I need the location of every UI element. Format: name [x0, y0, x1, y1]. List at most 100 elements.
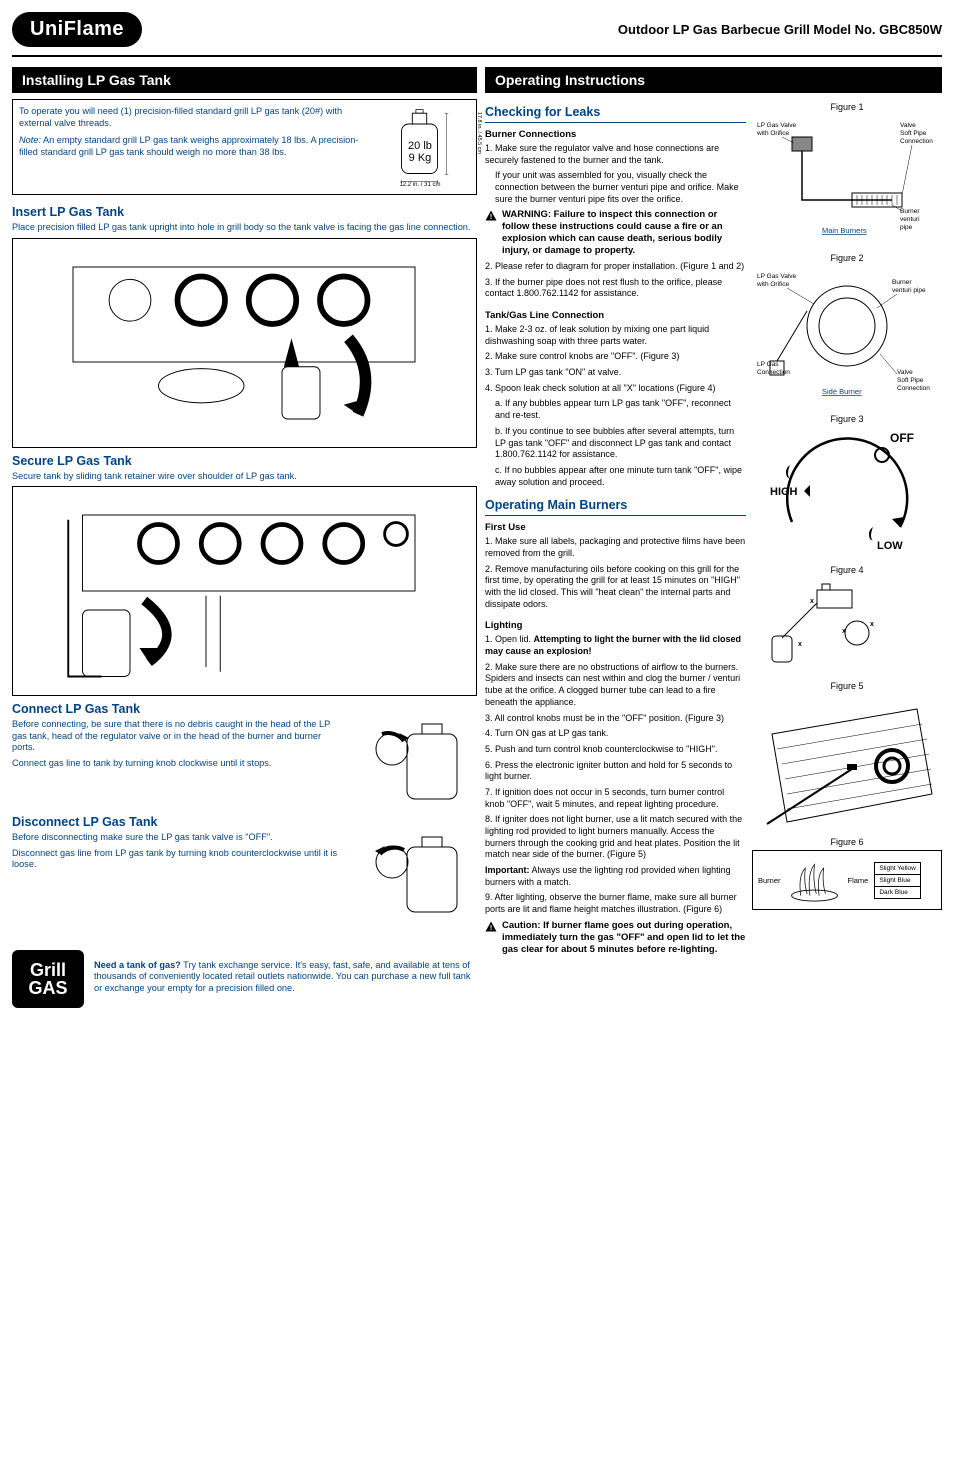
b3: 3. If the burner pipe does not rest flus…: [485, 277, 746, 300]
f6-flame-label: Flame: [848, 876, 869, 885]
f6-slight-blue: Slight Blue: [875, 875, 920, 887]
f2: 2. Remove manufacturing oils before cook…: [485, 564, 746, 611]
disconnect-illustration: [347, 832, 477, 922]
svg-text:Valve: Valve: [897, 369, 913, 376]
section-installing-title: Installing LP Gas Tank: [12, 67, 477, 93]
svg-text:Soft Pipe: Soft Pipe: [897, 377, 924, 384]
figure-3: OFF HIGH LOW: [752, 427, 942, 557]
connect-title: Connect LP Gas Tank: [12, 702, 477, 716]
intro-box: To operate you will need (1) precision-f…: [12, 99, 477, 195]
connect-illustration: [347, 719, 477, 809]
disconnect-p1: Before disconnecting make sure the LP ga…: [12, 832, 339, 844]
tank-diagram: 20 lb 9 Kg 12.2 in. / 31 cm 17.8 in. / 4…: [370, 106, 470, 188]
f1: 1. Make sure all labels, packaging and p…: [485, 536, 746, 559]
tank-connection-head: Tank/Gas Line Connection: [485, 310, 746, 321]
l8: 8. If igniter does not light burner, use…: [485, 814, 746, 861]
svg-text:Connection: Connection: [757, 369, 790, 376]
secure-title: Secure LP Gas Tank: [12, 454, 477, 468]
l2: 2. Make sure there are no obstructions o…: [485, 662, 746, 709]
warning-icon: !: [485, 921, 497, 932]
divider: [12, 55, 942, 57]
fig6-caption: Figure 6: [752, 837, 942, 847]
fig1-caption: Figure 1: [752, 102, 942, 112]
intro-p1: To operate you will need (1) precision-f…: [19, 106, 362, 129]
burner-connections-head: Burner Connections: [485, 129, 746, 140]
header: UniFlame Outdoor LP Gas Barbecue Grill M…: [12, 12, 942, 47]
f6-dark-blue: Dark Blue: [875, 887, 920, 898]
l4: 4. Turn ON gas at LP gas tank.: [485, 728, 746, 740]
checking-title: Checking for Leaks: [485, 105, 746, 119]
fig2-caption: Figure 2: [752, 253, 942, 263]
tank-weight-lb: 20 lb: [370, 140, 470, 152]
grillgas-logo: GrillGAS: [12, 950, 84, 1008]
svg-text:Connection: Connection: [897, 385, 930, 392]
svg-text:with Orifice: with Orifice: [756, 281, 790, 288]
f6-legend: Slight Yellow Slight Blue Dark Blue: [874, 862, 921, 899]
insert-illustration: [12, 238, 477, 448]
t3: 3. Turn LP gas tank "ON" at valve.: [485, 367, 746, 379]
imp-bold: Important:: [485, 865, 530, 875]
figure-5: [752, 694, 942, 829]
operating-main-title: Operating Main Burners: [485, 498, 746, 512]
svg-text:Side Burner: Side Burner: [822, 387, 862, 396]
secure-illustration: [12, 486, 477, 696]
t1: 1. Make 2-3 oz. of leak solution by mixi…: [485, 324, 746, 347]
l1a: 1. Open lid.: [485, 634, 534, 644]
figure-1: LP Gas Valve with Orifice Valve Soft Pip…: [752, 115, 942, 245]
svg-text:x: x: [870, 621, 874, 628]
tank-weight-kg: 9 Kg: [370, 152, 470, 164]
t4a: a. If any bubbles appear turn LP gas tan…: [485, 398, 746, 421]
connect-p2: Connect gas line to tank by turning knob…: [12, 758, 339, 770]
l9: 9. After lighting, observe the burner fl…: [485, 892, 746, 915]
secure-text: Secure tank by sliding tank retainer wir…: [12, 471, 477, 483]
first-use-head: First Use: [485, 522, 746, 533]
grillgas-promo: GrillGAS Need a tank of gas? Try tank ex…: [12, 950, 477, 1008]
svg-text:x: x: [810, 598, 814, 605]
f6-slight-yellow: Slight Yellow: [875, 863, 920, 875]
b1: 1. Make sure the regulator valve and hos…: [485, 143, 746, 166]
disconnect-title: Disconnect LP Gas Tank: [12, 815, 477, 829]
svg-text:with Orifice: with Orifice: [756, 130, 790, 137]
caution-flame: ! Caution: If burner flame goes out duri…: [485, 920, 746, 956]
promo-bold: Need a tank of gas?: [94, 960, 181, 970]
svg-text:Connection: Connection: [900, 138, 933, 145]
tank-height: 17.8 in. / 45.5 cm: [476, 112, 482, 154]
svg-text:x: x: [798, 641, 802, 648]
svg-text:x: x: [842, 628, 846, 635]
b2: 2. Please refer to diagram for proper in…: [485, 261, 746, 273]
fig3-caption: Figure 3: [752, 414, 942, 424]
t4c: c. If no bubbles appear after one minute…: [485, 465, 746, 488]
svg-text:Soft Pipe: Soft Pipe: [900, 130, 927, 137]
brand-logo: UniFlame: [12, 12, 142, 47]
svg-text:Valve: Valve: [900, 122, 916, 129]
insert-text: Place precision filled LP gas tank uprig…: [12, 222, 477, 234]
warning-icon: !: [485, 210, 497, 221]
divider: [485, 122, 746, 123]
figure-4: x x x x: [752, 578, 942, 673]
l7: 7. If ignition does not occur in 5 secon…: [485, 787, 746, 810]
svg-text:LOW: LOW: [877, 540, 903, 552]
svg-text:Burner: Burner: [892, 279, 912, 286]
fig5-caption: Figure 5: [752, 681, 942, 691]
f1-lp-label: LP Gas Valve: [757, 122, 797, 129]
divider: [485, 515, 746, 516]
b1b: If your unit was assembled for you, visu…: [485, 170, 746, 205]
t4: 4. Spoon leak check solution at all "X" …: [485, 383, 746, 395]
disconnect-p2: Disconnect gas line from LP gas tank by …: [12, 848, 339, 871]
intro-p2: Note: An empty standard grill LP gas tan…: [19, 135, 362, 158]
lighting-head: Lighting: [485, 620, 746, 631]
l1: 1. Open lid. Attempting to light the bur…: [485, 634, 746, 657]
important-line: Important: Always use the lighting rod p…: [485, 865, 746, 888]
connect-p1: Before connecting, be sure that there is…: [12, 719, 339, 754]
intro-note-text: An empty standard grill LP gas tank weig…: [19, 135, 358, 157]
main-burners-link: Main Burners: [822, 226, 867, 235]
l6: 6. Press the electronic igniter button a…: [485, 760, 746, 783]
product-title: Outdoor LP Gas Barbecue Grill Model No. …: [618, 22, 942, 37]
svg-text:HIGH: HIGH: [770, 486, 798, 498]
intro-note-label: Note:: [19, 135, 41, 145]
svg-text:venturi pipe: venturi pipe: [892, 287, 926, 294]
svg-text:LP Gas Valve: LP Gas Valve: [757, 273, 797, 280]
l5: 5. Push and turn control knob counterclo…: [485, 744, 746, 756]
f6-burner-label: Burner: [758, 876, 781, 885]
svg-text:pipe: pipe: [900, 224, 913, 231]
